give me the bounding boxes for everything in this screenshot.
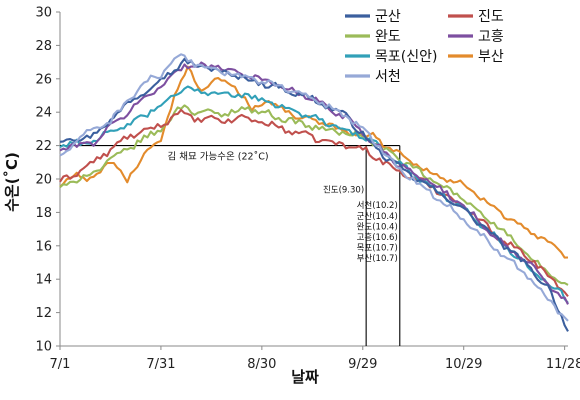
y-tick-label: 10	[35, 340, 52, 355]
legend-label: 목포(신안)	[375, 49, 437, 65]
threshold-annotation: 김 채묘 가능수온 (22˚C) 진도(9.30) 서천(10.2)군산(10.4)…	[60, 145, 401, 346]
threshold-label: 김 채묘 가능수온 (22˚C)	[168, 151, 269, 163]
y-tick-label: 16	[35, 239, 52, 254]
y-tick-label: 12	[35, 306, 52, 321]
jindo-date-label: 진도(9.30)	[323, 184, 364, 195]
series-line-6	[59, 53, 569, 322]
legend-label: 서천	[375, 69, 401, 85]
station-date-label: 목포(10.7)	[357, 244, 398, 254]
y-tick-label: 28	[35, 39, 52, 54]
y-tick-label: 22	[35, 139, 52, 154]
station-date-label: 부산(10.7)	[357, 253, 398, 264]
axes	[56, 11, 568, 350]
x-tick-label: 8/30	[247, 357, 276, 372]
x-axis-title: 날짜	[291, 368, 319, 386]
x-tick-label: 11/28	[546, 357, 580, 372]
station-date-label: 군산(10.4)	[357, 211, 398, 222]
y-tick-label: 26	[35, 72, 52, 87]
y-tick-label: 18	[35, 206, 52, 221]
y-axis-title: 수온(˚C)	[3, 152, 21, 212]
station-date-label: 완도(10.4)	[357, 222, 398, 232]
legend-label: 완도	[375, 29, 401, 45]
station-date-label: 고흥(10.6)	[357, 232, 398, 243]
x-tick-label: 7/31	[146, 357, 175, 372]
series-line-1	[59, 108, 569, 298]
series-lines	[59, 53, 569, 332]
y-tick-label: 24	[35, 106, 52, 121]
legend-label: 부산	[478, 49, 504, 65]
x-tick-label: 10/29	[445, 357, 482, 372]
station-date-label: 서천(10.2)	[357, 200, 398, 211]
series-line-5	[59, 65, 569, 259]
x-tick-label: 9/29	[348, 357, 377, 372]
legend-label: 진도	[478, 9, 504, 25]
tick-labels: 10 12 14 16 18 20 22 24 26 28 30 7/1 7/31 8/30 9/29 10/…	[35, 6, 580, 373]
legend-label: 군산	[375, 9, 401, 25]
series-line-2	[59, 104, 569, 286]
legend-label: 고흥	[478, 29, 504, 45]
y-tick-label: 14	[35, 273, 52, 288]
y-tick-label: 30	[35, 6, 52, 21]
x-tick-label: 7/1	[50, 357, 71, 372]
y-tick-label: 20	[35, 173, 52, 188]
